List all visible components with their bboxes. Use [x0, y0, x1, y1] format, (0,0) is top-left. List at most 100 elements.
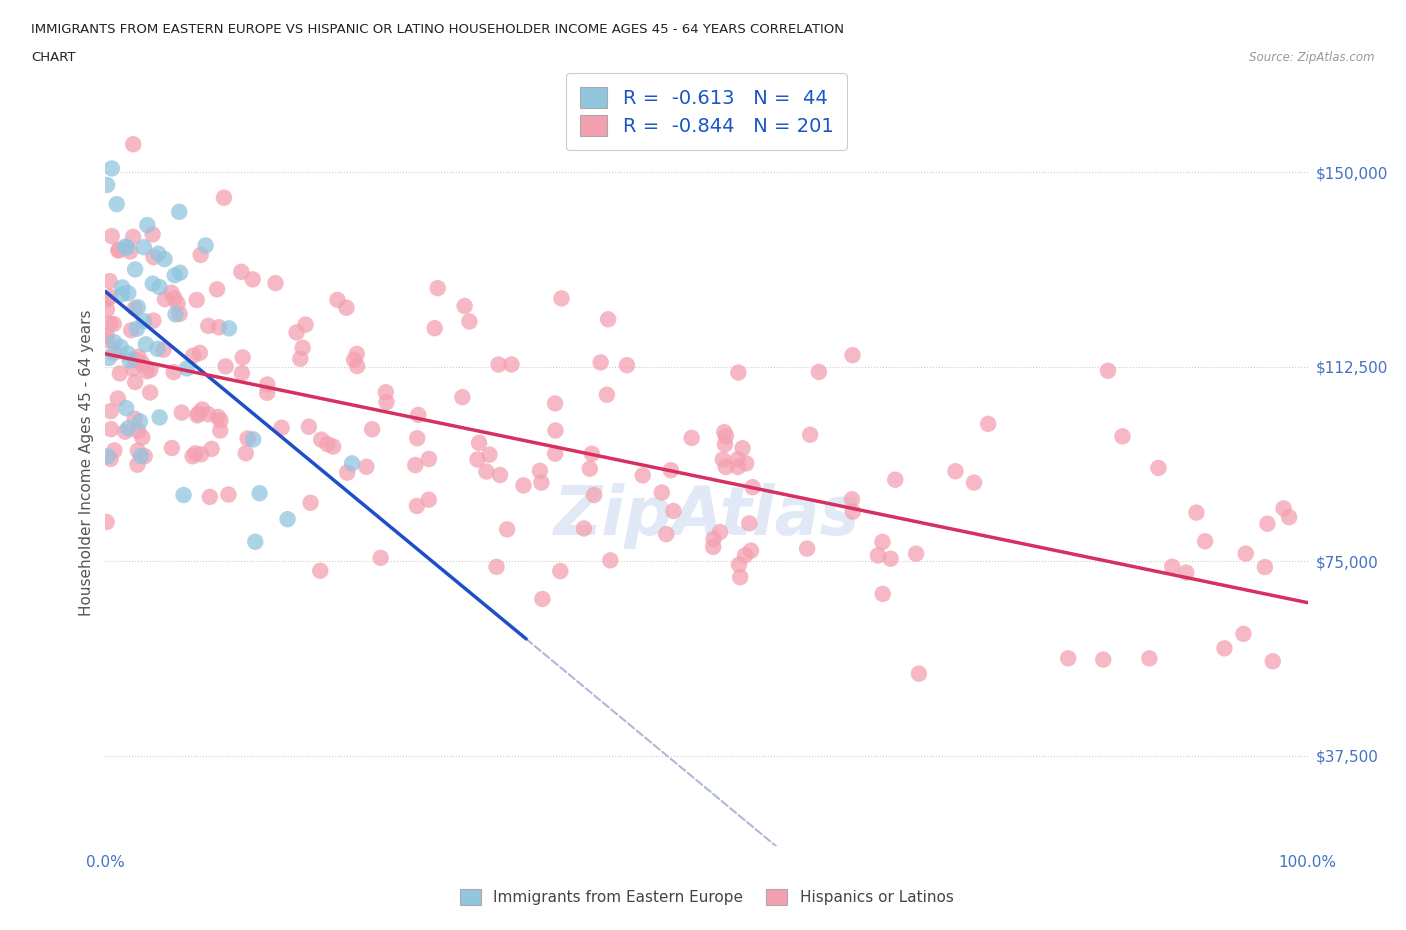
Point [703, 532, 725, 547]
Point [207, 409, 229, 424]
Point [122, 137, 145, 152]
Point [799, 427, 821, 442]
Point [589, 355, 612, 370]
Point [963, 475, 986, 490]
Point [740, 543, 762, 558]
Point [129, 414, 152, 429]
Point [453, 299, 475, 313]
Point [186, 408, 208, 423]
Point [1097, 364, 1119, 379]
Point [101, 161, 124, 176]
Point [1194, 534, 1216, 549]
Point [129, 448, 152, 463]
Point [298, 419, 321, 434]
Point [1147, 460, 1170, 475]
Point [232, 350, 254, 365]
Point [96, 514, 118, 529]
Point [111, 280, 134, 295]
Point [111, 287, 134, 302]
Point [404, 458, 426, 472]
Point [132, 313, 155, 328]
Point [169, 265, 191, 280]
Point [167, 205, 190, 219]
Point [1057, 651, 1080, 666]
Point [218, 321, 240, 336]
Point [197, 406, 219, 421]
Point [458, 314, 481, 329]
Point [98, 273, 121, 288]
Point [214, 359, 236, 374]
Point [489, 468, 512, 483]
Point [124, 375, 146, 390]
Point [124, 301, 146, 316]
Point [842, 504, 865, 519]
Point [205, 282, 228, 297]
Point [714, 437, 737, 452]
Point [146, 341, 169, 356]
Point [531, 591, 554, 606]
Point [311, 432, 333, 447]
Point [135, 364, 157, 379]
Point [236, 431, 259, 445]
Point [467, 452, 489, 467]
Point [346, 359, 368, 374]
Point [285, 325, 308, 339]
Point [727, 459, 749, 474]
Point [598, 312, 620, 326]
Point [169, 307, 191, 322]
Point [117, 286, 139, 300]
Point [160, 441, 183, 456]
Point [100, 229, 122, 244]
Point [139, 385, 162, 400]
Point [631, 468, 654, 483]
Point [127, 458, 149, 472]
Point [905, 546, 928, 561]
Point [124, 262, 146, 277]
Point [550, 291, 572, 306]
Point [841, 348, 863, 363]
Point [451, 390, 474, 405]
Point [98, 316, 121, 331]
Text: Source: ZipAtlas.com: Source: ZipAtlas.com [1250, 51, 1375, 64]
Point [108, 366, 131, 381]
Point [96, 449, 118, 464]
Point [713, 425, 735, 440]
Point [127, 444, 149, 458]
Point [406, 407, 429, 422]
Point [475, 464, 498, 479]
Point [256, 377, 278, 392]
Point [322, 439, 344, 454]
Point [191, 402, 214, 417]
Point [1272, 501, 1295, 516]
Point [1175, 565, 1198, 580]
Point [231, 365, 253, 380]
Point [124, 411, 146, 426]
Point [291, 340, 314, 355]
Point [406, 431, 429, 445]
Point [728, 570, 751, 585]
Point [1234, 546, 1257, 561]
Point [256, 385, 278, 400]
Point [572, 521, 595, 536]
Point [468, 435, 491, 450]
Point [135, 337, 157, 352]
Point [127, 424, 149, 439]
Point [370, 551, 392, 565]
Point [356, 459, 378, 474]
Point [117, 420, 139, 435]
Point [184, 445, 207, 460]
Point [361, 422, 384, 437]
Point [97, 351, 120, 365]
Point [242, 432, 264, 446]
Point [681, 431, 703, 445]
Point [884, 472, 907, 487]
Point [277, 512, 299, 526]
Point [125, 352, 148, 367]
Point [96, 178, 118, 193]
Point [103, 443, 125, 458]
Point [96, 302, 118, 317]
Point [201, 442, 224, 457]
Point [343, 352, 366, 367]
Point [335, 300, 357, 315]
Point [945, 464, 967, 479]
